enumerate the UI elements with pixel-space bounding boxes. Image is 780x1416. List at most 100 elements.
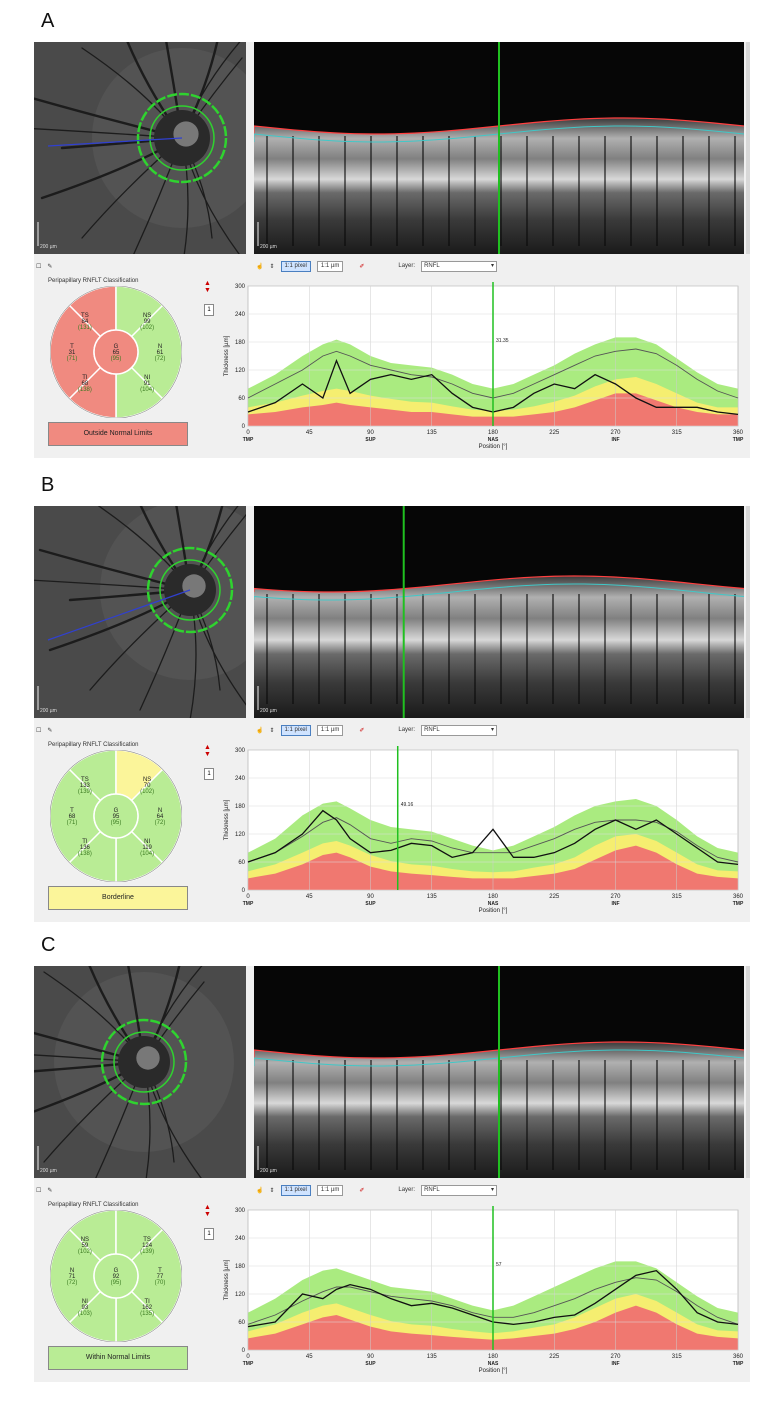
x-tick-label: 45: [306, 430, 313, 436]
sector-ti-normal: (138): [78, 387, 92, 393]
zoom-icon: ⇕: [269, 1187, 275, 1194]
checkbox-icon[interactable]: ☐: [36, 1187, 42, 1194]
classification-title: Peripapillary RNFLT Classification: [48, 742, 139, 748]
region-label: INF: [611, 901, 619, 907]
sector-n-normal: (72): [155, 356, 166, 362]
x-tick-label: 0: [246, 1354, 250, 1360]
y-tick-label: 180: [235, 340, 246, 346]
oct-scrollbar[interactable]: [746, 42, 750, 254]
sector-ts-value: 133: [80, 783, 91, 789]
average-thickness-line: [247, 817, 739, 863]
micron-scale-button[interactable]: 1:1 µm: [316, 724, 344, 736]
brush-icon[interactable]: ✐: [359, 263, 365, 270]
index-box[interactable]: 1: [204, 1228, 214, 1240]
region-label: SUP: [365, 901, 376, 907]
rnfl-sector-chart: TS 84 (131) NS 99 (102) N 61 (72) NI 91 (104) TI 68 (1…: [49, 285, 183, 423]
x-tick-label: 90: [367, 894, 374, 900]
pin-icon[interactable]: ✎: [47, 727, 53, 734]
oct-bscan[interactable]: 200 µm: [254, 506, 744, 718]
sector-ni-normal: (103): [78, 1311, 92, 1317]
x-axis-label: Position [°]: [479, 908, 508, 914]
pixel-scale-button[interactable]: 1:1 pixel: [280, 724, 311, 736]
region-label: TMP: [243, 1361, 254, 1367]
sector-t-value: 31: [69, 350, 76, 356]
zoom-icon: ⇕: [269, 263, 275, 270]
region-label: NAS: [488, 1361, 499, 1367]
checkbox-icon[interactable]: ☐: [36, 263, 42, 270]
fundus-scale-bar: 200 µm: [40, 708, 57, 714]
brush-icon[interactable]: ✐: [359, 1187, 365, 1194]
oct-bscan[interactable]: 200 µm: [254, 42, 744, 254]
layer-select[interactable]: RNFL: [421, 1184, 498, 1196]
fundus-image[interactable]: 200 µm: [34, 42, 246, 254]
sector-ni-value: 93: [82, 1305, 89, 1311]
sector-ns-label: NS: [143, 777, 151, 783]
x-tick-label: 270: [610, 1354, 621, 1360]
rnfl-boundary: [254, 583, 744, 601]
sector-ts-normal: (131): [78, 325, 92, 331]
sector-n-normal: (72): [155, 820, 166, 826]
pixel-scale-button[interactable]: 1:1 pixel: [280, 1184, 311, 1196]
panel-b: 200 µm 200 µm ☐ ✎ ☝ ⇕ 1:1 pixel 1:1 µm ✐ Layer: RN…: [34, 506, 750, 922]
sector-n-label: N: [70, 1268, 74, 1274]
pin-icon[interactable]: ✎: [47, 1187, 53, 1194]
sector-n-normal: (72): [67, 1280, 78, 1286]
sector-ti-normal: (138): [78, 851, 92, 857]
oct-scrollbar[interactable]: [746, 506, 750, 718]
hand-icon[interactable]: ☝: [256, 263, 264, 270]
layer-select[interactable]: RNFL: [421, 724, 498, 736]
hand-icon[interactable]: ☝: [256, 1187, 264, 1194]
oct-scale-bar: 200 µm: [260, 244, 277, 250]
sector-g-label: G: [114, 1268, 119, 1274]
index-box[interactable]: 1: [204, 304, 214, 316]
sector-ns-label: NS: [81, 1237, 89, 1243]
panel-c: 200 µm 200 µm ☐ ✎ ☝ ⇕ 1:1 pixel 1:1 µm ✐ Layer: RN…: [34, 966, 750, 1382]
sector-t-normal: (70): [155, 1280, 166, 1286]
scan-circle: [100, 1018, 188, 1106]
pin-icon[interactable]: ✎: [47, 263, 53, 270]
region-label: NAS: [488, 901, 499, 907]
oct-scale-bar: 200 µm: [260, 708, 277, 714]
nav-arrows[interactable]: ▲ ▼: [204, 744, 211, 758]
x-tick-label: 270: [610, 430, 621, 436]
x-tick-label: 0: [246, 430, 250, 436]
sector-g: [93, 793, 139, 839]
ilm-boundary: [254, 117, 744, 135]
checkbox-icon[interactable]: ☐: [36, 727, 42, 734]
x-tick-label: 90: [367, 430, 374, 436]
y-tick-label: 300: [235, 1208, 246, 1214]
thickness-graph: 0 45 90 135 180 225 270 315 360 0 60 120 180 240 300 TM…: [218, 742, 748, 922]
index-box[interactable]: 1: [204, 768, 214, 780]
x-tick-label: 225: [549, 1354, 560, 1360]
micron-scale-button[interactable]: 1:1 µm: [316, 1184, 344, 1196]
pixel-scale-button[interactable]: 1:1 pixel: [280, 260, 311, 272]
fundus-image[interactable]: 200 µm: [34, 966, 246, 1178]
nav-arrows[interactable]: ▲ ▼: [204, 280, 211, 294]
sector-ts-label: TS: [143, 1237, 151, 1243]
hand-icon[interactable]: ☝: [256, 727, 264, 734]
brush-icon[interactable]: ✐: [359, 727, 365, 734]
rnfl-boundary: [254, 125, 744, 143]
layer-label: Layer:: [398, 727, 416, 733]
fundus-image[interactable]: 200 µm: [34, 506, 246, 718]
region-label: TMP: [733, 901, 744, 907]
measured-thickness-line: [247, 809, 739, 865]
sector-ti-value: 136: [80, 845, 91, 851]
x-axis-label: Position [°]: [479, 1368, 508, 1374]
layer-select[interactable]: RNFL: [421, 260, 498, 272]
y-tick-label: 300: [235, 284, 246, 290]
marker-value-label: 57: [496, 1262, 502, 1268]
oct-scrollbar[interactable]: [746, 966, 750, 1178]
sector-ti-label: TI: [82, 839, 88, 845]
x-tick-label: 360: [733, 430, 744, 436]
y-tick-label: 120: [235, 1292, 246, 1298]
micron-scale-button[interactable]: 1:1 µm: [316, 260, 344, 272]
region-label: TMP: [733, 1361, 744, 1367]
y-tick-label: 60: [238, 396, 245, 402]
nav-arrows[interactable]: ▲ ▼: [204, 1204, 211, 1218]
y-tick-label: 240: [235, 1236, 246, 1242]
oct-bscan[interactable]: 200 µm: [254, 966, 744, 1178]
sector-ns-normal: (102): [140, 789, 154, 795]
y-tick-label: 0: [242, 424, 246, 430]
region-label: INF: [611, 1361, 619, 1367]
